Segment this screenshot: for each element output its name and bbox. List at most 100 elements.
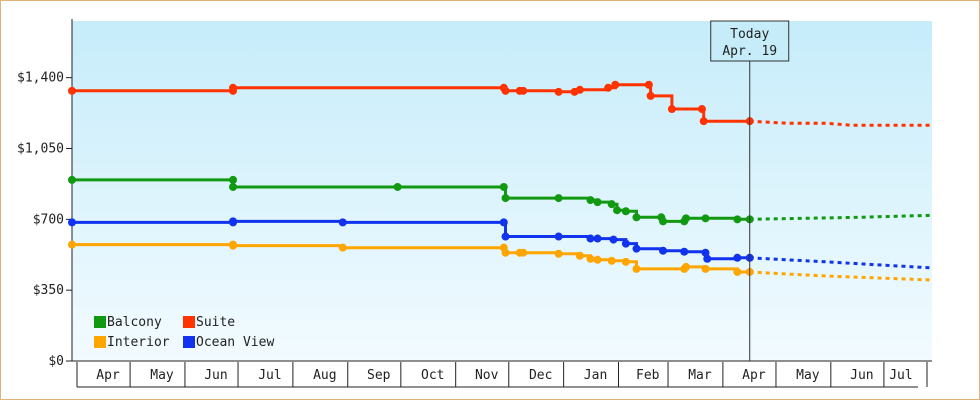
data-point xyxy=(68,175,76,184)
legend: Balcony Suite Interior Ocean View xyxy=(94,315,274,350)
data-point xyxy=(229,241,238,250)
month-label: Jun xyxy=(850,368,873,383)
data-point xyxy=(646,91,655,100)
series-suite xyxy=(68,80,932,127)
month-label: Apr xyxy=(96,368,120,383)
forecast-line xyxy=(749,119,932,127)
data-point xyxy=(554,249,563,258)
data-point xyxy=(609,235,618,244)
month-label: Nov xyxy=(475,368,499,383)
forecast-line xyxy=(749,256,933,270)
data-point xyxy=(593,255,602,264)
data-point xyxy=(699,117,708,126)
y-tick-label: $1,050 xyxy=(17,142,64,157)
data-point xyxy=(229,175,238,184)
legend-swatch xyxy=(94,336,106,348)
data-point xyxy=(519,248,528,257)
legend-label: Ocean View xyxy=(196,335,274,350)
data-point xyxy=(632,213,641,222)
data-point xyxy=(593,198,602,207)
data-point xyxy=(229,182,238,191)
data-point xyxy=(229,217,238,226)
plot-background xyxy=(72,21,932,361)
legend-swatch xyxy=(183,316,195,328)
data-point xyxy=(604,83,613,92)
month-label: Apr xyxy=(742,368,766,383)
y-tick-label: $700 xyxy=(33,212,64,227)
data-point xyxy=(682,214,691,223)
data-point xyxy=(68,218,76,227)
y-tick-label: $1,400 xyxy=(17,71,64,86)
data-point xyxy=(607,200,616,209)
data-point xyxy=(613,206,622,215)
data-point xyxy=(499,182,508,191)
y-tick-label: $350 xyxy=(33,283,64,298)
data-point xyxy=(667,105,676,114)
data-point xyxy=(586,254,595,263)
data-point xyxy=(644,80,653,89)
data-point xyxy=(338,218,347,227)
data-point xyxy=(499,218,508,227)
data-point xyxy=(501,194,510,203)
month-label: Mar xyxy=(688,368,712,383)
data-point xyxy=(501,86,510,95)
data-point xyxy=(697,105,706,114)
legend-label: Suite xyxy=(196,315,235,330)
data-point xyxy=(575,85,584,94)
legend-swatch xyxy=(183,336,195,348)
month-label: May xyxy=(796,368,820,383)
data-point xyxy=(229,83,238,92)
data-point xyxy=(586,196,595,205)
data-point xyxy=(701,248,710,257)
today-date-label: Apr. 19 xyxy=(722,44,777,59)
legend-item: Ocean View xyxy=(183,335,274,350)
month-label: Aug xyxy=(313,368,336,383)
data-point xyxy=(519,86,528,95)
data-point xyxy=(733,267,742,276)
legend-item: Suite xyxy=(183,315,235,330)
data-point xyxy=(659,246,668,255)
data-point xyxy=(632,244,641,253)
legend-item: Balcony xyxy=(94,315,162,330)
month-label: Jun xyxy=(204,368,227,383)
today-label: Today xyxy=(730,27,769,42)
legend-label: Interior xyxy=(107,335,170,350)
data-point xyxy=(621,207,630,216)
data-point xyxy=(501,248,510,257)
data-point xyxy=(632,264,641,273)
data-point xyxy=(593,234,602,243)
month-label: Oct xyxy=(421,368,444,383)
month-label: Feb xyxy=(636,368,660,383)
forecast-line xyxy=(749,270,933,282)
data-point xyxy=(575,251,584,260)
data-point xyxy=(733,253,742,262)
data-point xyxy=(733,215,742,224)
data-point xyxy=(611,80,620,89)
data-point xyxy=(338,243,347,252)
today-callout-box xyxy=(710,20,790,62)
series-interior xyxy=(68,240,933,282)
data-point xyxy=(68,240,76,249)
month-label: May xyxy=(150,368,174,383)
data-point xyxy=(621,257,630,266)
month-label: Sep xyxy=(367,368,391,383)
legend-swatch xyxy=(94,316,106,328)
forecast-line xyxy=(749,213,933,221)
month-label: Jul xyxy=(258,368,281,383)
y-axis: $0 $350 $700 $1,050 $1,400 xyxy=(17,19,73,369)
data-point xyxy=(393,182,402,191)
today-marker: Today Apr. 19 xyxy=(710,20,790,361)
data-point xyxy=(554,232,563,241)
legend-item: Interior xyxy=(94,335,170,350)
data-point xyxy=(701,264,710,273)
data-point xyxy=(554,87,563,96)
data-point xyxy=(621,239,630,248)
data-point xyxy=(703,254,712,263)
y-tick-label: $0 xyxy=(48,354,64,369)
series-layer xyxy=(68,80,933,282)
month-label: Dec xyxy=(529,368,552,383)
data-point xyxy=(501,232,510,241)
data-point xyxy=(554,194,563,203)
